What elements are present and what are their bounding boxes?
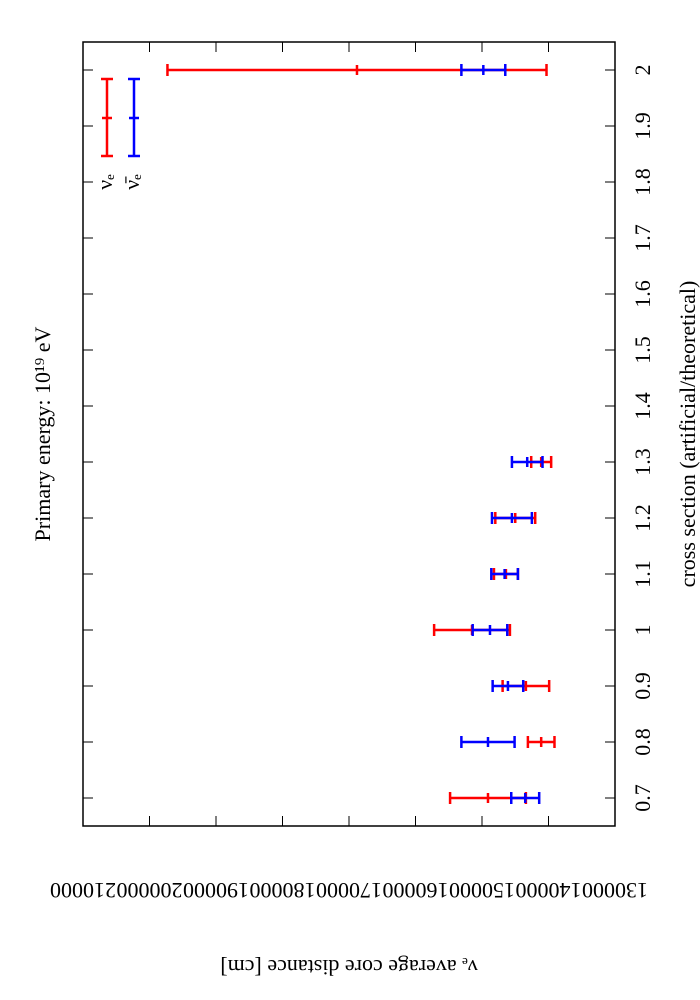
y-tick-label: 180000 bbox=[250, 878, 316, 903]
y-tick-label: 170000 bbox=[316, 878, 382, 903]
x-tick-label: 1 bbox=[630, 625, 655, 636]
error-bar bbox=[510, 456, 544, 468]
y-tick-label: 150000 bbox=[449, 878, 515, 903]
error-bar bbox=[460, 736, 516, 748]
y-tick-label: 200000 bbox=[117, 878, 183, 903]
error-bar bbox=[471, 624, 509, 636]
error-bar bbox=[510, 792, 541, 804]
y-axis-label: νₑ average core distance [cm] bbox=[220, 955, 477, 980]
y-tick-label: 160000 bbox=[383, 878, 449, 903]
y-tick-label: 140000 bbox=[516, 878, 582, 903]
error-bar bbox=[490, 512, 534, 524]
x-axis-label: cross section (artificial/theoretical) bbox=[675, 281, 700, 588]
x-tick-label: 1.2 bbox=[630, 504, 655, 532]
x-tick-label: 1.1 bbox=[630, 560, 655, 588]
x-tick-label: 0.7 bbox=[630, 784, 655, 812]
error-bar bbox=[460, 64, 507, 76]
x-tick-label: 1.6 bbox=[630, 280, 655, 308]
y-tick-label: 210000 bbox=[50, 878, 116, 903]
y-tick-label: 190000 bbox=[183, 878, 249, 903]
x-tick-label: 1.9 bbox=[630, 112, 655, 140]
legend-label: ν̄ₑ bbox=[119, 174, 144, 190]
chart-title: Primary energy: 10¹⁹ eV bbox=[30, 326, 55, 541]
x-tick-label: 1.7 bbox=[630, 224, 655, 252]
x-tick-label: 1.5 bbox=[630, 336, 655, 364]
legend-label: νₑ bbox=[92, 174, 117, 190]
error-bar bbox=[491, 680, 525, 692]
y-tick-label: 130000 bbox=[582, 878, 648, 903]
error-bar bbox=[526, 736, 556, 748]
x-tick-label: 1.8 bbox=[630, 168, 655, 196]
error-bar bbox=[490, 568, 520, 580]
x-tick-label: 1.4 bbox=[630, 392, 655, 420]
x-tick-label: 0.8 bbox=[630, 728, 655, 756]
x-tick-label: 2 bbox=[630, 65, 655, 76]
plot-frame bbox=[82, 41, 616, 827]
x-tick-label: 0.9 bbox=[630, 672, 655, 700]
x-tick-label: 1.3 bbox=[630, 448, 655, 476]
